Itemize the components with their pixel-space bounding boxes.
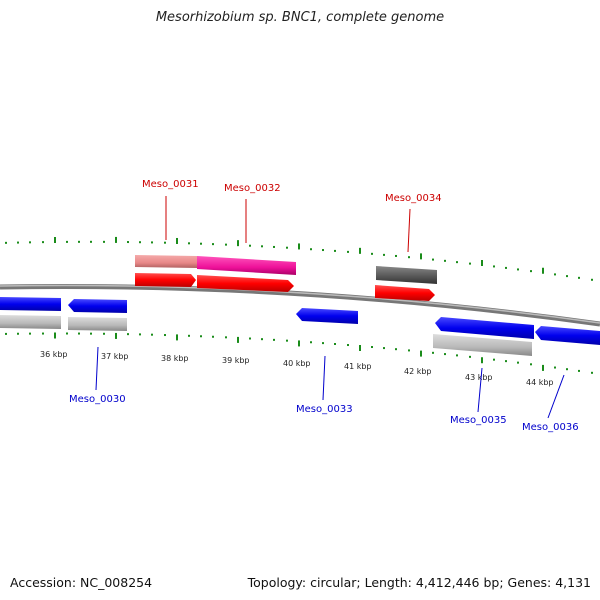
reverse-cds-arrows	[0, 297, 600, 345]
forward-gene-bars	[135, 255, 437, 284]
genome-summary-text: Topology: circular; Length: 4,412,446 bp…	[247, 575, 591, 590]
label-meso-0032[interactable]: Meso_0032	[224, 183, 281, 194]
upper-tick-row	[5, 236, 593, 281]
label-meso-0036[interactable]: Meso_0036	[522, 422, 579, 433]
cds-arrow-meso-0029[interactable]	[0, 297, 61, 311]
cds-arrow-meso-0032[interactable]	[197, 275, 294, 292]
cds-arrow-meso-0034[interactable]	[375, 285, 435, 301]
leader-meso-0034	[407, 208, 411, 253]
label-meso-0030[interactable]: Meso_0030	[69, 394, 126, 405]
label-meso-0034[interactable]: Meso_0034	[385, 193, 442, 204]
lower-tick-row	[5, 332, 593, 374]
kbp-label-39: 39 kbp	[222, 356, 250, 365]
kbp-label-37: 37 kbp	[101, 352, 129, 361]
gene-bar-meso-0031[interactable]	[135, 255, 197, 268]
cds-arrow-meso-0033[interactable]	[296, 308, 358, 324]
kbp-label-42: 42 kbp	[404, 367, 432, 376]
kbp-label-44: 44 kbp	[526, 378, 554, 387]
label-meso-0031[interactable]: Meso_0031	[142, 179, 199, 190]
gene-bar-meso-0030[interactable]	[68, 317, 127, 331]
label-leader-lines	[95, 196, 565, 419]
genome-backbone-highlight	[0, 284, 600, 324]
kbp-label-41: 41 kbp	[344, 362, 372, 371]
reverse-gene-bars	[0, 315, 532, 356]
gene-bar-meso-0032[interactable]	[197, 256, 296, 275]
label-meso-0035[interactable]: Meso_0035	[450, 415, 507, 426]
kbp-label-40: 40 kbp	[283, 359, 311, 368]
gene-bar-meso-0029[interactable]	[0, 315, 61, 329]
gene-bar-meso-0034[interactable]	[376, 266, 437, 284]
cds-arrow-meso-0030[interactable]	[68, 299, 127, 313]
genome-backbone	[0, 283, 600, 327]
leader-meso-0036	[547, 374, 565, 419]
gene-bar-meso-0035[interactable]	[433, 334, 532, 356]
kbp-axis-labels: 36 kbp 37 kbp 38 kbp 39 kbp 40 kbp 41 kb…	[40, 350, 554, 387]
map-title: Mesorhizobium sp. BNC1, complete genome	[155, 10, 445, 25]
accession-text: Accession: NC_008254	[10, 575, 153, 590]
label-meso-0033[interactable]: Meso_0033	[296, 404, 353, 415]
kbp-label-36: 36 kbp	[40, 350, 68, 359]
cds-arrow-meso-0031[interactable]	[135, 273, 196, 287]
leader-meso-0035	[477, 367, 483, 413]
cds-arrow-meso-0035[interactable]	[435, 317, 534, 339]
kbp-label-38: 38 kbp	[161, 354, 189, 363]
leader-meso-0030	[95, 346, 99, 391]
forward-cds-arrows	[135, 273, 435, 301]
cds-arrow-meso-0036[interactable]	[535, 326, 600, 345]
gene-labels: Meso_0031 Meso_0032 Meso_0034 Meso_0030 …	[69, 179, 579, 433]
kbp-label-43: 43 kbp	[465, 373, 493, 382]
leader-meso-0033	[322, 355, 326, 401]
